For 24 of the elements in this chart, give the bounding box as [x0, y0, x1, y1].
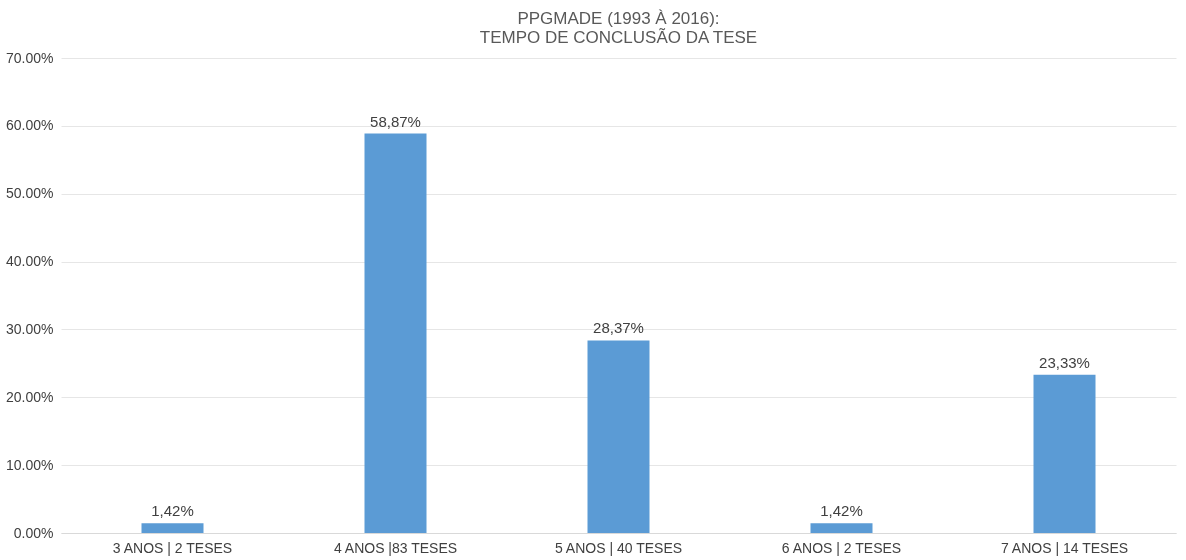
- chart-title: PPGMADE (1993 À 2016): TEMPO DE CONCLUSÃO DA TESE: [479, 9, 758, 47]
- bar: [364, 133, 427, 533]
- x-tick-label: 5 ANOS | 40 TESES: [554, 539, 683, 556]
- x-tick-label: 4 ANOS |83 TESES: [333, 539, 458, 556]
- x-tick-label: 6 ANOS | 2 TESES: [781, 539, 902, 556]
- y-tick-label: 50.00%: [6, 185, 54, 202]
- data-label: 23,33%: [1039, 353, 1090, 371]
- bar: [587, 340, 650, 533]
- y-tick-label: 20.00%: [6, 388, 54, 405]
- y-tick-label: 70.00%: [6, 49, 54, 66]
- x-tick-label: 7 ANOS | 14 TESES: [1000, 539, 1129, 556]
- bar: [1033, 374, 1096, 533]
- data-label: 58,87%: [370, 112, 421, 130]
- data-label: 1,42%: [151, 502, 194, 520]
- y-tick-label: 60.00%: [6, 117, 54, 134]
- bar: [810, 523, 873, 533]
- bar: [141, 523, 204, 533]
- y-tick-label: 40.00%: [6, 253, 54, 270]
- y-tick-label: 30.00%: [6, 320, 54, 337]
- x-tick-label: 3 ANOS | 2 TESES: [112, 539, 233, 556]
- data-label: 1,42%: [820, 502, 863, 520]
- y-tick-label: 0.00%: [13, 524, 54, 541]
- y-tick-label: 10.00%: [6, 456, 54, 473]
- data-label: 28,37%: [593, 319, 644, 337]
